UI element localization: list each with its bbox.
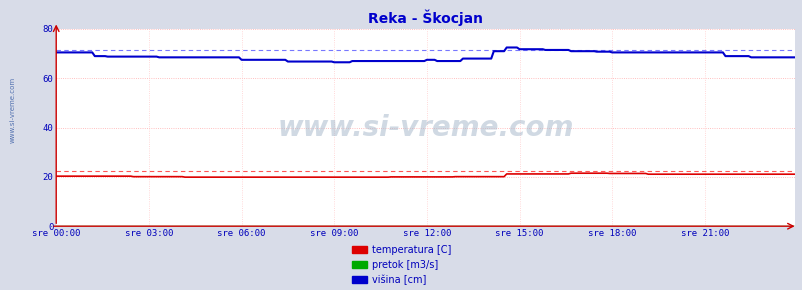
Legend: temperatura [C], pretok [m3/s], višina [cm]: temperatura [C], pretok [m3/s], višina [… [351, 245, 451, 285]
Text: www.si-vreme.com: www.si-vreme.com [10, 77, 15, 143]
Title: Reka - Škocjan: Reka - Škocjan [367, 10, 483, 26]
Text: www.si-vreme.com: www.si-vreme.com [277, 114, 573, 142]
